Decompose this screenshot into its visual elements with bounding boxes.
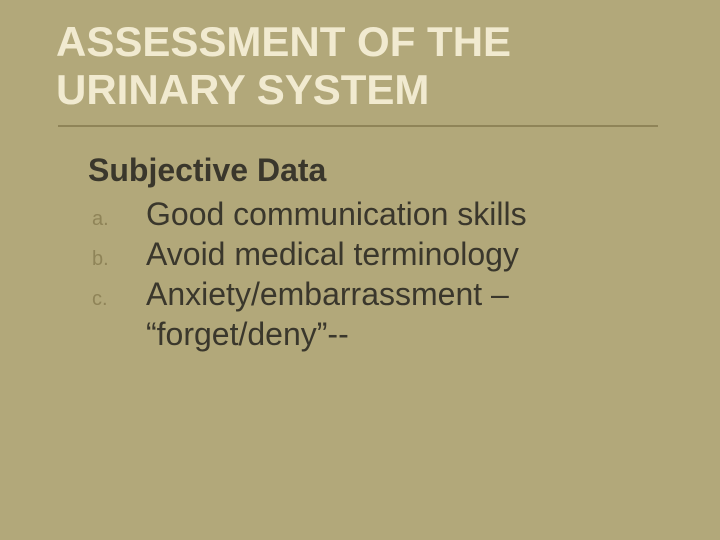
slide-title: ASSESSMENT OF THE URINARY SYSTEM bbox=[56, 18, 676, 115]
list-marker: b. bbox=[92, 247, 146, 272]
slide: ASSESSMENT OF THE URINARY SYSTEM Subject… bbox=[0, 0, 720, 540]
list: a.Good communication skillsb.Avoid medic… bbox=[92, 194, 652, 354]
list-item-text: Avoid medical terminology bbox=[146, 234, 652, 274]
list-item: b.Avoid medical terminology bbox=[92, 234, 652, 274]
list-marker: a. bbox=[92, 207, 146, 232]
subheading: Subjective Data bbox=[88, 152, 326, 189]
list-item: a.Good communication skills bbox=[92, 194, 652, 234]
list-item-text: Good communication skills bbox=[146, 194, 652, 234]
list-marker: c. bbox=[92, 287, 146, 312]
list-item: c.Anxiety/embarrassment – “forget/deny”-… bbox=[92, 274, 652, 354]
list-item-text: Anxiety/embarrassment – “forget/deny”-- bbox=[146, 274, 652, 354]
title-underline bbox=[58, 125, 658, 127]
